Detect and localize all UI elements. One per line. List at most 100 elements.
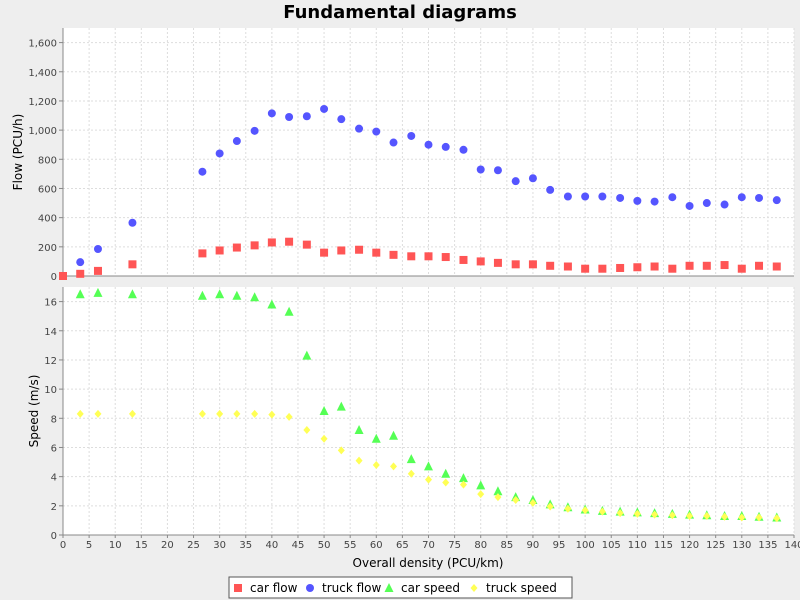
data-point bbox=[355, 245, 364, 254]
data-point bbox=[685, 261, 694, 270]
data-point bbox=[563, 262, 572, 271]
data-point bbox=[93, 287, 103, 297]
data-point bbox=[320, 248, 329, 257]
data-point bbox=[390, 462, 398, 471]
data-point bbox=[494, 493, 502, 502]
y-tick-label: 0 bbox=[51, 531, 57, 542]
x-tick-label: 120 bbox=[680, 540, 699, 551]
data-point bbox=[372, 127, 381, 136]
data-point bbox=[737, 193, 746, 202]
data-point bbox=[458, 473, 468, 483]
data-point bbox=[75, 289, 85, 299]
data-point bbox=[355, 124, 364, 133]
data-point bbox=[493, 166, 502, 175]
data-point bbox=[650, 262, 659, 271]
data-point bbox=[668, 264, 677, 273]
x-tick-label: 135 bbox=[758, 540, 777, 551]
x-tick-label: 140 bbox=[784, 540, 800, 551]
y-tick-label: 16 bbox=[44, 298, 57, 309]
legend-label: car flow bbox=[250, 581, 298, 595]
data-point bbox=[721, 512, 729, 521]
x-tick-label: 25 bbox=[187, 540, 200, 551]
legend-label: truck flow bbox=[322, 581, 382, 595]
data-point bbox=[425, 475, 432, 484]
x-tick-label: 15 bbox=[135, 540, 148, 551]
data-point bbox=[303, 425, 311, 434]
data-point bbox=[493, 486, 503, 496]
data-point bbox=[651, 510, 659, 519]
data-point bbox=[598, 192, 607, 201]
x-tick-label: 20 bbox=[161, 540, 174, 551]
x-tick-label: 90 bbox=[527, 540, 540, 551]
x-tick-label: 0 bbox=[60, 540, 66, 551]
flow-plot: 0 200 400 600 800 1,000 1,200 1,400 1,600 Flow (P… bbox=[11, 28, 795, 283]
data-point bbox=[250, 292, 260, 302]
x-tick-label: 80 bbox=[474, 540, 487, 551]
data-point bbox=[372, 460, 380, 469]
data-point bbox=[511, 260, 520, 269]
data-point bbox=[128, 409, 136, 418]
data-point bbox=[477, 490, 485, 499]
data-point bbox=[320, 434, 328, 443]
y-tick-label: 800 bbox=[38, 155, 57, 166]
data-point bbox=[267, 299, 277, 309]
data-point bbox=[320, 104, 329, 113]
data-point bbox=[285, 412, 293, 421]
x-tick-label: 50 bbox=[318, 540, 331, 551]
data-point bbox=[529, 498, 537, 507]
data-point bbox=[755, 513, 763, 522]
data-point bbox=[476, 165, 485, 174]
data-point bbox=[232, 137, 241, 146]
y-tick-label: 400 bbox=[38, 214, 57, 225]
data-point bbox=[355, 456, 363, 465]
data-point bbox=[285, 112, 294, 121]
x-tick-label: 60 bbox=[370, 540, 383, 551]
x-tick-label: 5 bbox=[86, 540, 92, 551]
x-tick-label: 125 bbox=[706, 540, 725, 551]
data-point bbox=[476, 257, 485, 266]
data-point bbox=[424, 252, 433, 261]
data-point bbox=[738, 513, 746, 522]
data-point bbox=[755, 193, 764, 202]
y-tick-label: 1,600 bbox=[28, 39, 57, 50]
data-point bbox=[250, 241, 259, 250]
data-point bbox=[284, 306, 294, 316]
data-point bbox=[215, 289, 225, 299]
data-point bbox=[581, 192, 590, 201]
y-tick-label: 1,200 bbox=[28, 97, 57, 108]
data-point bbox=[302, 350, 312, 360]
data-point bbox=[581, 506, 589, 515]
data-point bbox=[336, 401, 346, 411]
y-tick-label: 600 bbox=[38, 184, 57, 195]
x-tick-label: 75 bbox=[448, 540, 461, 551]
data-point bbox=[232, 243, 241, 252]
y-tick-label: 10 bbox=[44, 385, 57, 396]
x-tick-label: 40 bbox=[265, 540, 278, 551]
legend-marker bbox=[306, 584, 314, 592]
data-point bbox=[459, 255, 468, 264]
data-point bbox=[215, 149, 224, 158]
x-tick-label: 55 bbox=[344, 540, 357, 551]
data-point bbox=[302, 240, 311, 249]
x-tick-label: 70 bbox=[422, 540, 435, 551]
data-point bbox=[59, 272, 67, 280]
data-point bbox=[371, 433, 381, 443]
data-point bbox=[424, 461, 433, 471]
data-point bbox=[94, 409, 102, 418]
y-tick-label: 12 bbox=[44, 356, 57, 367]
data-point bbox=[197, 290, 207, 300]
data-point bbox=[546, 502, 554, 511]
data-point bbox=[598, 507, 606, 516]
data-point bbox=[76, 409, 84, 418]
data-point bbox=[686, 512, 694, 521]
data-point bbox=[528, 260, 537, 269]
data-point bbox=[720, 261, 729, 270]
x-tick-label: 130 bbox=[732, 540, 751, 551]
x-tick-label: 35 bbox=[239, 540, 252, 551]
data-point bbox=[442, 478, 450, 487]
data-point bbox=[546, 261, 555, 270]
y-tick-label: 8 bbox=[51, 414, 57, 425]
data-point bbox=[702, 199, 711, 208]
data-point bbox=[267, 109, 276, 118]
data-point bbox=[406, 454, 416, 464]
